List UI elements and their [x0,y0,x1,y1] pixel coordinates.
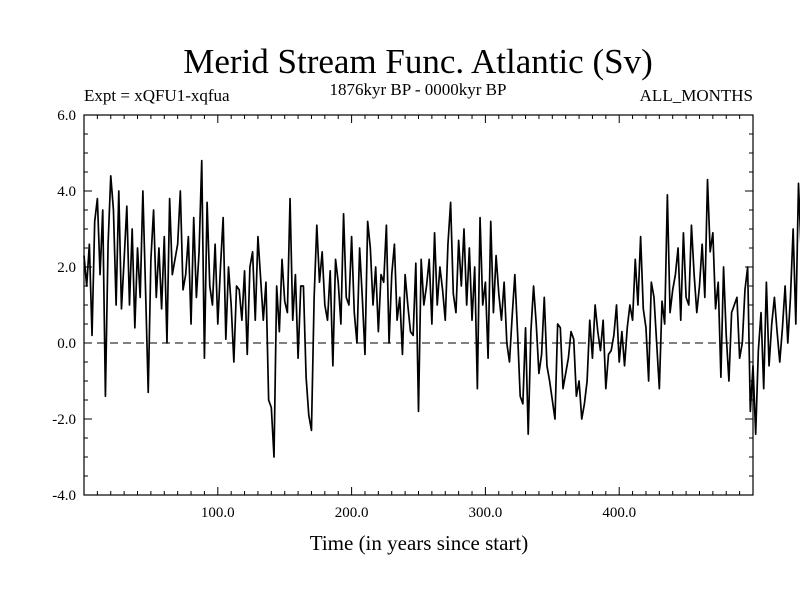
x-axis-label: Time (in years since start) [310,531,529,555]
x-tick-label: 400.0 [602,505,636,521]
x-tick-label: 100.0 [201,505,235,521]
chart-subtitle-right: ALL_MONTHS [640,86,753,105]
x-tick-label: 200.0 [335,505,369,521]
chart-title: Merid Stream Func. Atlantic (Sv) [183,42,653,81]
y-tick-label: -4.0 [52,488,76,504]
y-tick-label: 4.0 [57,184,76,200]
chart-subtitle-center: 1876kyr BP - 0000kyr BP [330,80,507,99]
y-tick-label: 6.0 [57,108,76,124]
y-tick-label: 0.0 [57,336,76,352]
plot-frame [83,114,754,496]
y-tick-label: -2.0 [52,412,76,428]
x-tick-label: 300.0 [469,505,503,521]
series-line-0 [83,159,800,458]
y-tick-label: 2.0 [57,260,76,276]
chart-subtitle-left: Expt = xQFU1-xqfua [84,86,230,105]
plot-area: 100.0 200.0 300.0 400.0 -4.0 -2.0 0.0 2.0 4.0 6.0 [52,108,800,521]
